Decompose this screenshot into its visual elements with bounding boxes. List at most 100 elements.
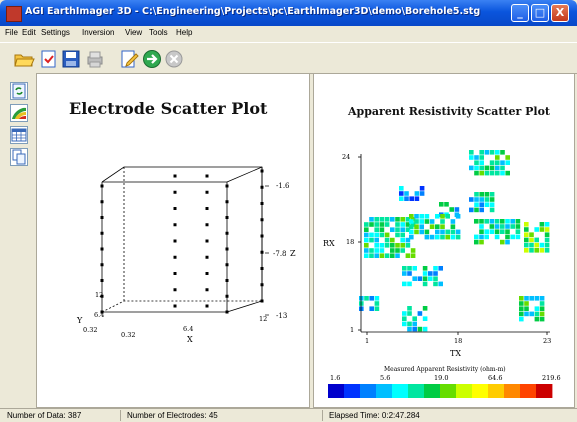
resistivity-cell: [539, 301, 545, 306]
menu-tools[interactable]: Tools: [149, 28, 168, 37]
minimize-button[interactable]: _: [511, 4, 529, 22]
resistivity-cell: [500, 229, 505, 234]
copy-icon[interactable]: [10, 148, 28, 166]
electrode-marker: [205, 288, 209, 292]
title-bar[interactable]: AGI EarthImager 3D - C:\Engineering\Proj…: [0, 0, 577, 26]
resistivity-cell: [500, 165, 505, 171]
menu-view[interactable]: View: [125, 28, 143, 37]
resistivity-cell: [412, 276, 417, 281]
resistivity-cell: [407, 281, 412, 287]
print-icon[interactable]: [84, 49, 106, 69]
electrode-marker: [173, 255, 177, 259]
check-document-icon[interactable]: [38, 49, 60, 69]
resistivity-cell: [539, 222, 545, 227]
colorbar-swatch: [424, 384, 441, 398]
resistivity-cell: [384, 243, 390, 248]
resistivity-cell: [422, 281, 428, 287]
resistivity-cell: [402, 321, 407, 327]
menu-settings[interactable]: Settings: [41, 28, 70, 37]
maximize-button[interactable]: □: [531, 4, 549, 22]
resistivity-cell: [534, 237, 539, 243]
resistivity-cell: [495, 165, 500, 171]
resistivity-cell: [402, 281, 407, 287]
resistivity-cell: [519, 301, 524, 306]
resistivity-cell: [489, 219, 495, 224]
resistivity-cell: [505, 219, 510, 224]
refresh-icon[interactable]: [10, 82, 28, 100]
resistivity-cell: [445, 229, 450, 235]
resistivity-cell: [519, 306, 524, 311]
close-button[interactable]: X: [551, 4, 569, 22]
resistivity-cell: [539, 316, 545, 322]
colorbar-swatch: [472, 384, 489, 398]
resistivity-cell: [414, 214, 419, 219]
colormap-icon[interactable]: [10, 104, 28, 122]
electrode-marker: [225, 247, 229, 251]
resistivity-cell: [374, 237, 379, 243]
electrode-marker: [225, 310, 229, 314]
resistivity-cell: [524, 306, 529, 311]
resistivity-cell: [479, 224, 484, 229]
resistivity-cell: [489, 229, 495, 234]
electrode-marker: [205, 190, 209, 194]
colorbar-swatch: [488, 384, 505, 398]
resistivity-cell: [402, 271, 407, 276]
resistivity-cell: [489, 170, 495, 176]
resistivity-cell: [489, 202, 495, 207]
resistivity-cell: [395, 253, 400, 258]
resistivity-cell: [544, 248, 550, 253]
resistivity-cell: [409, 224, 414, 229]
status-data-count: Number of Data: 387: [3, 410, 121, 421]
stop-icon[interactable]: [163, 49, 185, 69]
resistivity-cell: [412, 326, 417, 332]
resistivity-cell: [364, 222, 369, 227]
resistivity-cell: [379, 227, 385, 232]
resistivity-cell: [484, 234, 489, 240]
electrode-marker: [100, 294, 104, 298]
resistivity-cell: [417, 311, 423, 316]
resistivity-cell: [524, 232, 529, 237]
electrode-marker: [260, 234, 264, 238]
resistivity-cell: [529, 237, 534, 243]
edit-document-icon[interactable]: [118, 49, 140, 69]
save-disk-icon[interactable]: [60, 49, 82, 69]
resistivity-cell: [484, 165, 490, 171]
electrode-marker: [100, 231, 104, 235]
resistivity-cell: [534, 227, 539, 232]
resistivity-cell: [515, 229, 521, 234]
resistivity-cell: [407, 271, 412, 276]
resistivity-cell: [539, 306, 545, 311]
resistivity-cell: [505, 234, 510, 240]
electrode-marker: [100, 200, 104, 204]
resistivity-cell: [364, 237, 369, 243]
menu-help[interactable]: Help: [176, 28, 193, 37]
run-icon[interactable]: [141, 49, 163, 69]
resistivity-cell: [524, 242, 529, 248]
resistivity-cell: [474, 239, 479, 245]
open-folder-icon[interactable]: [13, 49, 35, 69]
resistivity-cell: [529, 232, 534, 237]
electrode-marker: [173, 223, 177, 227]
resistivity-cell: [412, 316, 417, 321]
x-axis-label: X: [187, 335, 193, 344]
resistivity-cell: [435, 234, 440, 240]
electrode-marker: [225, 231, 229, 235]
menu-edit[interactable]: Edit: [22, 28, 36, 37]
app-icon[interactable]: [6, 6, 22, 22]
main-toolbar: [0, 42, 577, 74]
resistivity-cell: [489, 165, 495, 171]
menu-inversion[interactable]: Inversion: [82, 28, 115, 37]
resistivity-cell: [369, 296, 374, 301]
menu-file[interactable]: File: [5, 28, 18, 37]
resistivity-cell: [364, 232, 369, 238]
colorbar-swatch: [392, 384, 409, 398]
resistivity-cell: [479, 155, 484, 160]
electrode-marker: [260, 283, 264, 287]
grid-icon[interactable]: [10, 126, 28, 144]
resistivity-cell: [379, 248, 385, 253]
resistivity-cell: [519, 311, 524, 317]
resistivity-cell: [414, 196, 420, 201]
electrode-marker: [260, 202, 264, 205]
resistivity-cell: [395, 227, 400, 232]
resistivity-cell: [440, 229, 445, 235]
